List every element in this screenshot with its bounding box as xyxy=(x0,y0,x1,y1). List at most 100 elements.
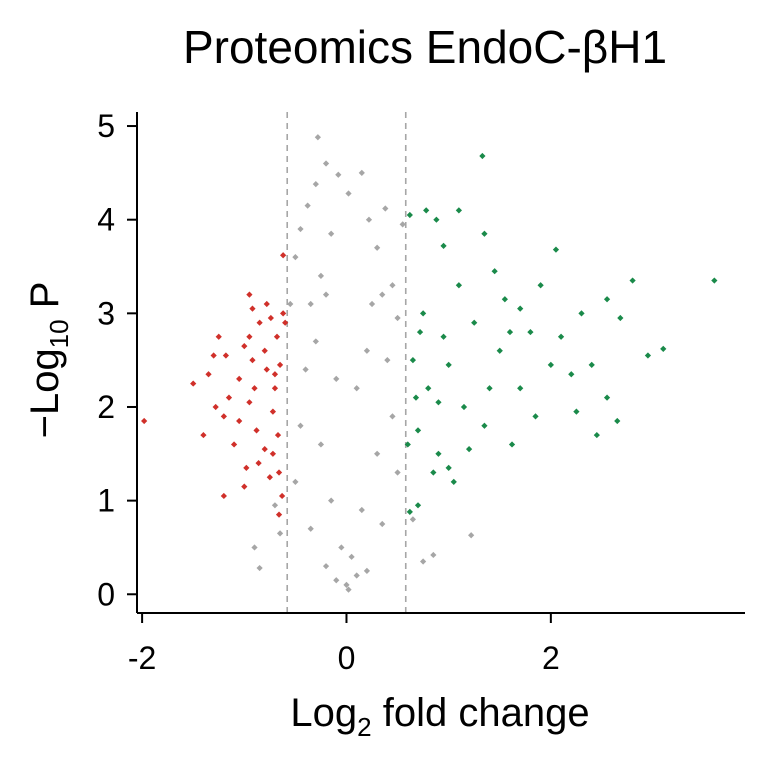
data-point-not-significant xyxy=(353,385,360,392)
data-point-up xyxy=(430,469,437,476)
data-point-up xyxy=(496,347,503,354)
data-point-down xyxy=(278,492,286,500)
data-point-not-significant xyxy=(297,225,304,233)
data-point-down xyxy=(271,385,279,392)
data-point-up xyxy=(568,371,575,378)
data-point-up xyxy=(660,345,667,353)
data-point-up xyxy=(711,277,718,284)
data-point-down xyxy=(266,474,273,481)
data-point-not-significant xyxy=(292,478,299,486)
data-point-up xyxy=(450,478,457,486)
data-point-not-significant xyxy=(304,202,311,209)
data-point-up xyxy=(532,413,539,420)
data-point-up xyxy=(486,385,493,392)
x-axis-title-rest: fold change xyxy=(372,691,590,735)
data-point-up xyxy=(465,446,473,453)
data-point-up xyxy=(435,450,442,457)
data-point-down xyxy=(230,441,238,448)
data-point-up xyxy=(537,282,544,289)
data-point-up xyxy=(527,328,534,336)
data-point-not-significant xyxy=(358,169,365,176)
data-point-not-significant xyxy=(333,375,340,382)
data-point-up xyxy=(501,296,508,303)
data-point-down xyxy=(263,300,270,308)
data-point-down xyxy=(205,371,212,378)
data-point-not-significant xyxy=(312,180,319,188)
data-point-not-significant xyxy=(353,572,360,579)
data-point-not-significant xyxy=(333,577,340,584)
data-point-down xyxy=(261,446,268,453)
data-point-not-significant xyxy=(312,338,319,345)
data-point-up xyxy=(617,314,624,322)
data-point-up xyxy=(547,361,554,368)
data-point-not-significant xyxy=(399,221,406,228)
data-point-down xyxy=(200,431,207,439)
data-point-up xyxy=(455,207,462,214)
data-points xyxy=(141,134,718,593)
data-point-up xyxy=(481,230,488,237)
plot-area xyxy=(141,112,718,613)
data-point-not-significant xyxy=(322,291,330,298)
data-point-down xyxy=(220,413,227,420)
data-point-up xyxy=(409,357,417,364)
data-point-up xyxy=(433,216,440,223)
data-point-not-significant xyxy=(420,558,427,565)
data-point-not-significant xyxy=(271,502,279,509)
data-point-down xyxy=(280,252,287,259)
data-point-not-significant xyxy=(365,216,373,223)
data-point-down xyxy=(215,333,222,340)
data-point-up xyxy=(440,333,447,340)
data-point-down xyxy=(249,305,256,312)
data-point-not-significant xyxy=(358,506,365,514)
data-point-up xyxy=(440,242,447,250)
data-point-down xyxy=(282,319,289,326)
data-point-up xyxy=(412,394,420,401)
data-point-not-significant xyxy=(287,300,294,308)
x-tick-label: 2 xyxy=(542,640,560,676)
data-point-down xyxy=(276,361,284,368)
data-point-not-significant xyxy=(322,160,330,167)
data-point-up xyxy=(460,403,468,411)
x-axis: -2 0 2 Log2 fold change xyxy=(128,612,745,742)
data-point-not-significant xyxy=(379,520,386,528)
x-axis-title: Log2 fold change xyxy=(290,691,589,742)
data-point-down xyxy=(269,408,277,415)
data-point-up xyxy=(481,422,488,429)
data-point-up xyxy=(479,152,486,160)
data-point-not-significant xyxy=(430,551,437,559)
data-point-down xyxy=(241,343,248,350)
data-point-up xyxy=(517,305,524,312)
data-point-down xyxy=(267,314,274,322)
data-point-up xyxy=(491,268,498,275)
data-point-not-significant xyxy=(328,230,335,237)
data-point-up xyxy=(506,328,514,336)
data-point-down xyxy=(273,333,281,340)
data-point-not-significant xyxy=(322,563,330,570)
data-point-down xyxy=(269,450,277,457)
data-point-up xyxy=(552,246,560,253)
data-point-not-significant xyxy=(297,422,304,429)
data-point-down xyxy=(255,460,262,467)
x-tick-label: 0 xyxy=(338,640,356,676)
data-point-not-significant xyxy=(317,441,325,448)
data-point-up xyxy=(435,399,442,406)
data-point-down xyxy=(275,511,283,518)
data-point-up xyxy=(404,441,411,448)
data-point-not-significant xyxy=(389,282,396,289)
data-point-up xyxy=(406,211,413,219)
data-point-not-significant xyxy=(363,567,371,574)
data-point-down xyxy=(251,385,258,392)
y-tick-label: 3 xyxy=(97,295,115,331)
data-point-not-significant xyxy=(328,497,335,504)
data-point-up xyxy=(455,282,462,289)
data-point-down xyxy=(225,394,233,401)
y-tick-label: 0 xyxy=(97,576,115,612)
data-point-not-significant xyxy=(314,134,321,141)
data-point-up xyxy=(406,508,413,515)
data-point-down xyxy=(280,310,287,317)
data-point-down xyxy=(261,347,268,354)
data-point-not-significant xyxy=(276,530,284,537)
data-point-up xyxy=(603,296,611,303)
data-point-down xyxy=(263,366,270,373)
data-point-down xyxy=(249,357,256,364)
